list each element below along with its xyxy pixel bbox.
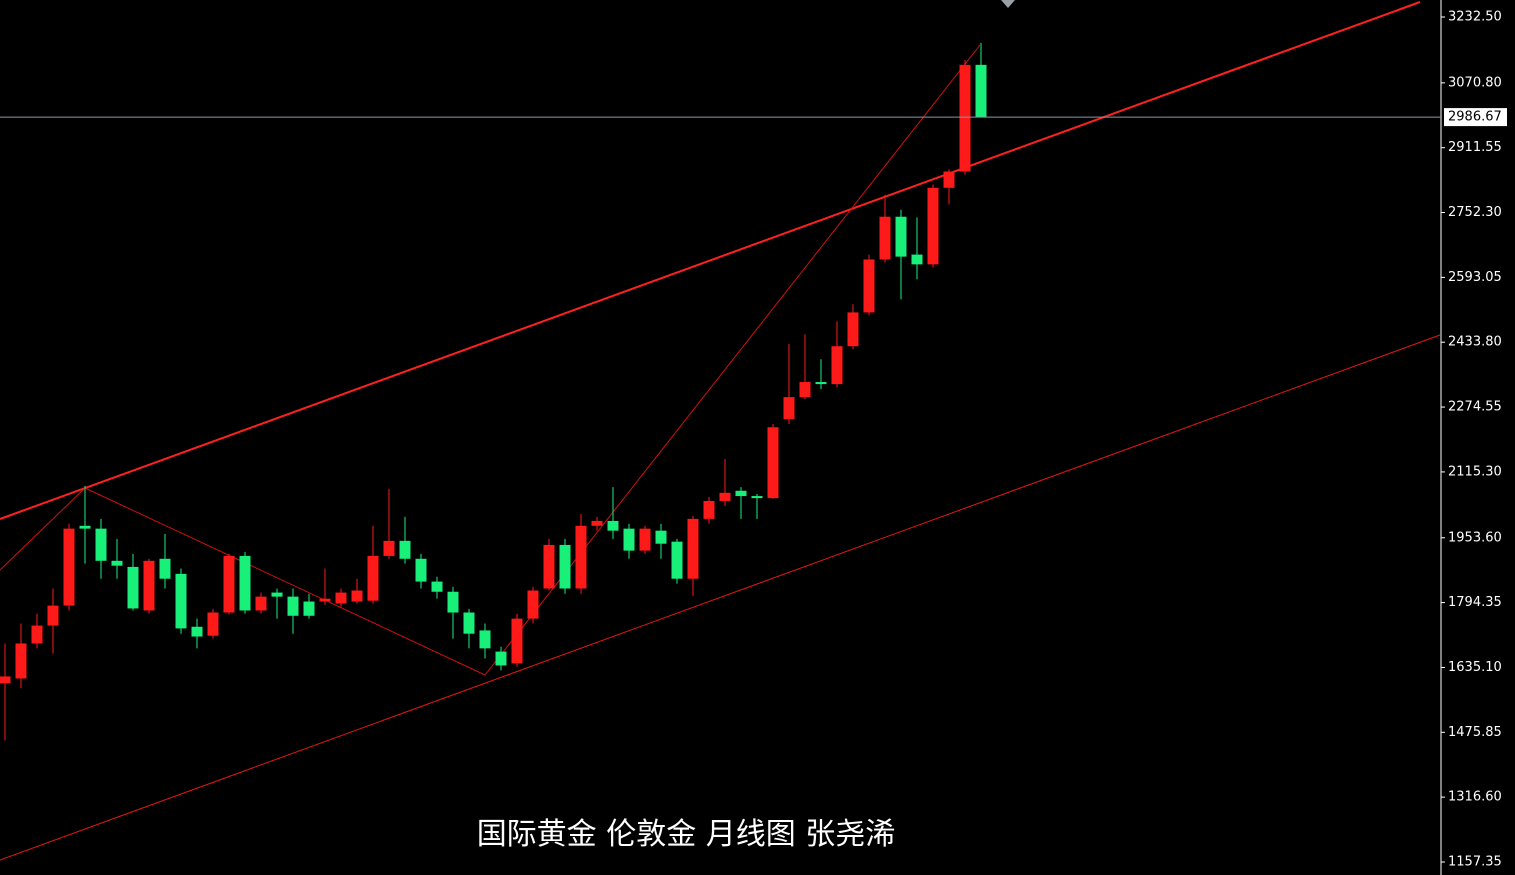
candle-body <box>559 544 571 589</box>
y-tick-label: 1475.85 <box>1448 725 1502 740</box>
candle-body <box>895 216 907 257</box>
candle-body <box>847 312 859 347</box>
candle-body <box>975 64 987 118</box>
candle-body <box>879 216 891 260</box>
last-price-label: 2986.67 <box>1448 110 1502 125</box>
candle-body <box>703 500 715 519</box>
candle-body <box>383 540 395 556</box>
candle-body <box>911 254 923 265</box>
candle-body <box>367 555 379 601</box>
candle-body <box>815 382 827 385</box>
candle-body <box>783 397 795 420</box>
candle-body <box>207 612 219 636</box>
candle-body <box>431 581 443 592</box>
candle-body <box>319 598 331 602</box>
candle-body <box>31 625 43 644</box>
trend-lines <box>0 1 1441 861</box>
y-tick-label: 3070.80 <box>1448 75 1502 90</box>
candle-body <box>15 643 27 679</box>
y-tick-label: 1953.60 <box>1448 530 1502 545</box>
candle-body <box>623 528 635 551</box>
candle-body <box>511 618 523 664</box>
candle-body <box>287 596 299 616</box>
candle-body <box>959 64 971 172</box>
candle-body <box>143 560 155 611</box>
y-tick-label: 2752.30 <box>1448 205 1502 220</box>
y-tick-label: 1316.60 <box>1448 790 1502 805</box>
candle-body <box>335 592 347 604</box>
candle-body <box>751 496 763 499</box>
y-tick-label: 1157.35 <box>1448 854 1502 869</box>
candle-body <box>271 592 283 597</box>
candle-body <box>463 612 475 634</box>
y-tick-label: 1794.35 <box>1448 595 1502 610</box>
candle-body <box>687 518 699 579</box>
y-tick-label: 1635.10 <box>1448 660 1502 675</box>
candle-body <box>927 187 939 265</box>
lower-trend-line <box>0 334 1441 861</box>
y-tick-label: 2593.05 <box>1448 270 1502 285</box>
y-tick-label: 3232.50 <box>1448 10 1502 25</box>
candle-body <box>479 630 491 649</box>
last-price-box <box>1444 108 1507 127</box>
candle-body <box>175 573 187 629</box>
candle-body <box>351 590 363 602</box>
candle-body <box>255 596 267 611</box>
candle-body <box>767 427 779 499</box>
candle-body <box>239 555 251 611</box>
y-tick-label: 2115.30 <box>1448 464 1502 479</box>
candle-body <box>639 528 651 551</box>
candle-body <box>79 525 91 529</box>
candle-body <box>543 544 555 589</box>
chart-title: 国际黄金 伦敦金 月线图 张尧浠 <box>477 817 896 852</box>
candle-body <box>399 540 411 559</box>
upper-trend-line <box>0 1 1421 520</box>
candle-body <box>111 560 123 566</box>
marker <box>1001 0 1015 8</box>
candle-body <box>127 566 139 609</box>
candle-body <box>799 382 811 398</box>
candle-body <box>527 590 539 619</box>
candle-body <box>735 490 747 497</box>
candle-body <box>223 555 235 613</box>
candle-body <box>655 530 667 544</box>
candle-body <box>719 492 731 501</box>
candle-body <box>831 346 843 385</box>
y-tick-label: 2274.55 <box>1448 400 1502 415</box>
candle-body <box>415 558 427 582</box>
candle-body <box>863 259 875 313</box>
candle-body <box>671 541 683 579</box>
candle-body <box>943 171 955 188</box>
y-tick-label: 2433.80 <box>1448 335 1502 350</box>
candle-body <box>63 528 75 606</box>
y-tick-label: 2911.55 <box>1448 140 1502 155</box>
candle-body <box>447 591 459 613</box>
candle-body <box>191 626 203 637</box>
candle-body <box>575 525 587 589</box>
candle-body <box>95 528 107 561</box>
candle-body <box>159 558 171 579</box>
candle-body <box>0 676 11 684</box>
candle-body <box>591 520 603 526</box>
wave-line <box>0 44 981 676</box>
candle-body <box>495 651 507 666</box>
candle-body <box>303 601 315 616</box>
candle-body <box>607 520 619 531</box>
candle-body <box>47 605 59 626</box>
